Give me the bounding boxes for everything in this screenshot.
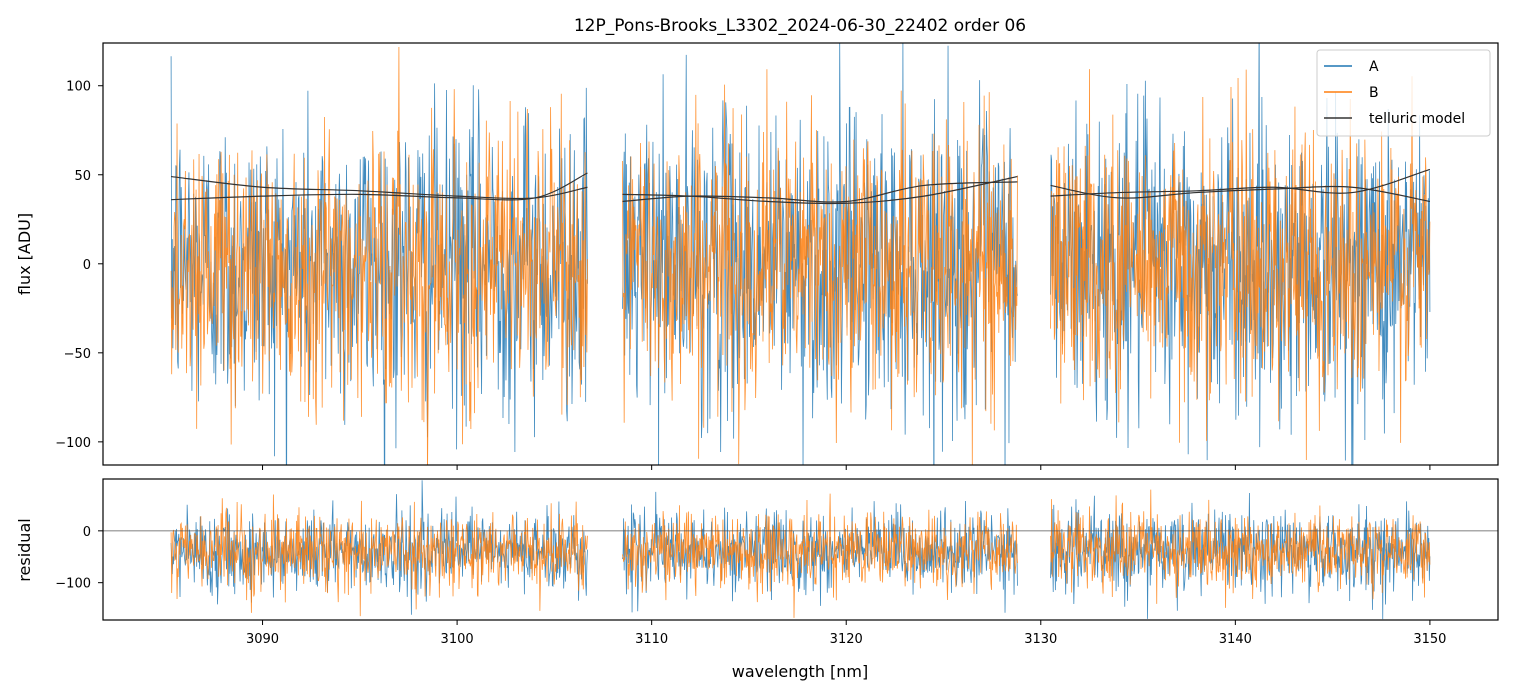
chart-title: 12P_Pons-Brooks_L3302_2024-06-30_22402 o… xyxy=(574,16,1026,36)
x-tick-label: 3120 xyxy=(830,632,863,647)
main-y-tick-label: −50 xyxy=(64,347,91,362)
main-y-tick-label: 50 xyxy=(74,169,91,184)
main-plot-area xyxy=(170,43,1431,465)
residual-series-b-segment-3 xyxy=(1050,489,1431,608)
main-y-tick-label: 100 xyxy=(66,80,91,95)
main-y-tick-label: −100 xyxy=(55,436,91,451)
main-series-b-segment-1 xyxy=(170,47,588,465)
x-tick-label: 3150 xyxy=(1413,632,1446,647)
telluric-model-curve-2 xyxy=(171,172,588,201)
residual-series-b-segment-1 xyxy=(170,494,588,617)
residual-y-tick-label: −100 xyxy=(55,577,91,592)
telluric-model-curve-5 xyxy=(1050,184,1431,203)
legend-frame xyxy=(1316,49,1491,137)
legend-label-b: B xyxy=(1369,85,1379,101)
residual-y-tick-label: 0 xyxy=(83,525,91,540)
x-tick-label: 3090 xyxy=(246,632,279,647)
main-panel: −100 −50 0 50 100 flux [ADU] A B telluric mo… xyxy=(15,42,1499,470)
x-axis-label: wavelength [nm] xyxy=(732,662,869,681)
legend: A B telluric model xyxy=(1316,49,1491,137)
x-tick-label: 3100 xyxy=(441,632,474,647)
x-tick-label: 3130 xyxy=(1024,632,1057,647)
main-axes-frame xyxy=(102,42,1499,466)
residual-y-axis: −100 0 xyxy=(55,525,103,592)
residual-axes-frame xyxy=(102,478,1499,621)
legend-label-model: telluric model xyxy=(1369,111,1465,127)
main-x-ticks xyxy=(262,465,1431,470)
telluric-model-curve-6 xyxy=(1050,168,1431,197)
main-series-a-segment-1 xyxy=(170,56,588,465)
main-y-tick-label: 0 xyxy=(83,258,91,273)
telluric-model-curve-4 xyxy=(622,181,1018,203)
telluric-model-curve-3 xyxy=(622,175,1018,205)
residual-y-label: residual xyxy=(15,518,34,581)
main-y-label: flux [ADU] xyxy=(15,213,34,295)
residual-series-a-segment-1 xyxy=(170,480,588,615)
main-series-b-segment-2 xyxy=(622,69,1018,465)
residual-panel: −100 0 3090 3100 3110 3120 3130 3140 3150 resid… xyxy=(15,478,1499,681)
main-y-axis: −100 −50 0 50 100 xyxy=(55,80,103,451)
residual-series-b-segment-2 xyxy=(622,493,1018,618)
x-tick-label: 3140 xyxy=(1219,632,1252,647)
legend-label-a: A xyxy=(1369,59,1379,75)
residual-plot-area xyxy=(103,480,1498,620)
residual-x-axis: 3090 3100 3110 3120 3130 3140 3150 xyxy=(246,620,1446,647)
main-series-b-segment-3 xyxy=(1050,69,1431,460)
x-tick-label: 3110 xyxy=(635,632,668,647)
residual-series-a-segment-2 xyxy=(622,491,1018,613)
